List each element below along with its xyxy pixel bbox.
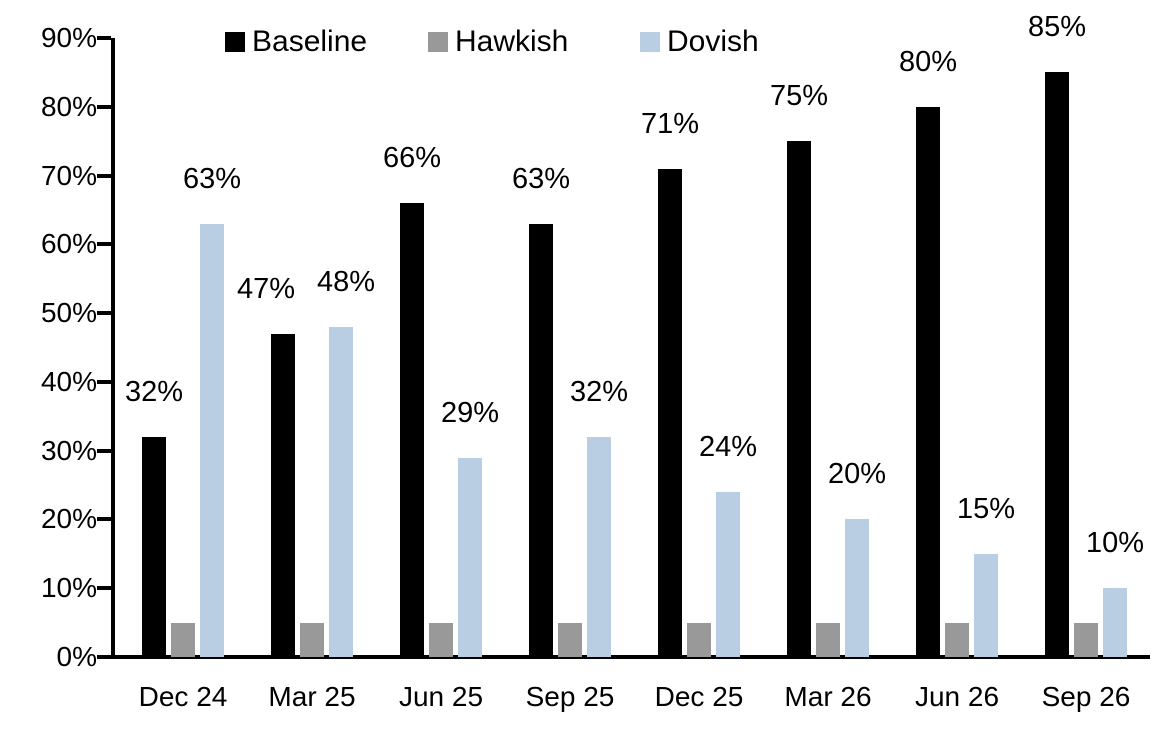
- data-label-baseline: 71%: [640, 107, 700, 140]
- y-axis-tick-label: 20%: [40, 503, 97, 535]
- bar-hawkish-mar-25: [300, 622, 324, 657]
- data-label-baseline: 63%: [511, 162, 571, 195]
- y-axis-tick-label: 60%: [40, 228, 97, 260]
- data-label-dovish: 24%: [698, 430, 758, 463]
- data-label-dovish: 10%: [1085, 527, 1145, 560]
- legend-swatch-dovish: [640, 32, 660, 52]
- data-label-dovish: 32%: [569, 375, 629, 408]
- bar-baseline-mar-25: [271, 333, 295, 657]
- bar-baseline-sep-25: [529, 223, 553, 657]
- legend-label: Baseline: [252, 25, 368, 58]
- bar-hawkish-jun-26: [945, 622, 969, 657]
- x-axis-category-label: Sep 25: [525, 681, 615, 712]
- legend-swatch-hawkish: [428, 32, 448, 52]
- data-label-baseline: 32%: [124, 375, 184, 408]
- x-axis-category-label: Mar 25: [268, 681, 356, 712]
- x-axis-category-label: Dec 24: [138, 681, 228, 712]
- legend-item-baseline: Baseline: [225, 24, 367, 60]
- data-label-dovish: 15%: [956, 492, 1016, 525]
- data-label-baseline: 47%: [236, 272, 296, 305]
- bar-baseline-dec-24: [142, 436, 166, 657]
- y-axis-tick-label: 40%: [40, 365, 97, 397]
- y-axis-tick-label: 80%: [40, 90, 97, 122]
- y-axis-tick-label: 50%: [40, 297, 97, 329]
- y-axis-tick: [97, 36, 111, 40]
- x-axis-line: [97, 655, 1150, 659]
- data-label-dovish: 20%: [827, 458, 887, 491]
- x-axis-category-label: Dec 25: [654, 681, 744, 712]
- y-axis-line: [111, 38, 115, 659]
- y-axis-tick: [97, 173, 111, 178]
- legend-label: Hawkish: [455, 25, 569, 58]
- data-label-baseline: 66%: [382, 142, 442, 175]
- bar-hawkish-mar-26: [816, 622, 840, 657]
- legend-label: Dovish: [667, 25, 759, 58]
- bar-baseline-jun-25: [400, 203, 424, 657]
- bar-dovish-dec-25: [716, 491, 740, 657]
- data-label-baseline: 85%: [1027, 11, 1087, 44]
- y-axis-tick-label: 90%: [40, 22, 97, 53]
- y-axis-tick: [97, 242, 111, 247]
- x-axis-category-label: Jun 25: [398, 681, 484, 712]
- data-label-dovish: 29%: [440, 396, 500, 429]
- data-label-dovish: 48%: [316, 265, 376, 298]
- bar-hawkish-dec-24: [171, 622, 195, 657]
- x-axis-category-label: Sep 26: [1041, 681, 1131, 712]
- y-axis-tick: [97, 586, 111, 591]
- legend-item-dovish: Dovish: [640, 24, 759, 60]
- legend-swatch-baseline: [225, 32, 245, 52]
- bar-baseline-jun-26: [916, 106, 940, 657]
- data-label-baseline: 80%: [898, 45, 958, 78]
- bar-hawkish-sep-25: [558, 622, 582, 657]
- x-axis-category-label: Mar 26: [784, 681, 872, 712]
- y-axis-tick-label: 10%: [40, 572, 97, 604]
- bar-dovish-dec-24: [200, 223, 224, 657]
- y-axis-tick: [97, 104, 111, 109]
- x-axis-category-label: Jun 26: [914, 681, 1000, 712]
- data-label-baseline: 75%: [769, 80, 829, 113]
- y-axis-tick-label: 30%: [40, 434, 97, 466]
- y-axis-tick: [97, 448, 111, 453]
- bar-baseline-dec-25: [658, 168, 682, 657]
- bar-hawkish-sep-26: [1074, 622, 1098, 657]
- bar-hawkish-dec-25: [687, 622, 711, 657]
- y-axis-tick: [97, 379, 111, 384]
- bar-dovish-jun-26: [974, 553, 998, 657]
- bar-dovish-mar-26: [845, 519, 869, 657]
- bar-baseline-mar-26: [787, 141, 811, 657]
- y-axis-tick: [97, 517, 111, 522]
- bar-dovish-mar-25: [329, 326, 353, 657]
- legend-item-hawkish: Hawkish: [428, 24, 568, 60]
- y-axis-tick-label: 70%: [40, 159, 97, 191]
- bar-dovish-jun-25: [458, 457, 482, 657]
- bar-hawkish-jun-25: [429, 622, 453, 657]
- bar-baseline-sep-26: [1045, 72, 1069, 657]
- data-label-dovish: 63%: [182, 162, 242, 195]
- y-axis-tick: [97, 311, 111, 316]
- bar-dovish-sep-26: [1103, 588, 1127, 657]
- y-axis-tick-label: 0%: [56, 641, 97, 672]
- bar-dovish-sep-25: [587, 436, 611, 657]
